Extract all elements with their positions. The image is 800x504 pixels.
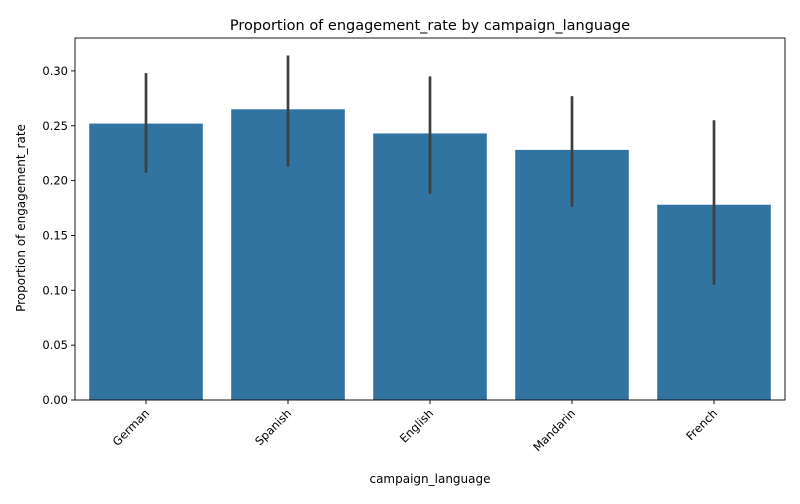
x-tick-label: French <box>683 406 720 443</box>
y-tick-label: 0.00 <box>42 393 68 407</box>
y-tick-label: 0.05 <box>42 338 68 352</box>
x-tick-label: German <box>110 406 152 448</box>
y-tick-label: 0.25 <box>42 119 68 133</box>
y-tick-label: 0.20 <box>42 174 68 188</box>
x-tick-label: Mandarin <box>530 406 578 454</box>
y-tick-label: 0.15 <box>42 228 68 242</box>
chart-title: Proportion of engagement_rate by campaig… <box>230 18 630 34</box>
x-tick-label: English <box>397 406 436 445</box>
x-tick-label: Spanish <box>252 406 294 448</box>
y-tick-label: 0.10 <box>42 283 68 297</box>
y-axis: 0.00 0.05 0.10 0.15 0.20 0.25 0.30 <box>42 64 75 407</box>
x-axis: German Spanish English Mandarin French <box>110 400 720 454</box>
y-tick-label: 0.30 <box>42 64 68 78</box>
plot-frame <box>74 37 786 401</box>
error-bars-layer <box>144 55 716 285</box>
x-axis-label: campaign_language <box>369 472 490 486</box>
y-axis-label: Proportion of engagement_rate <box>14 124 28 312</box>
